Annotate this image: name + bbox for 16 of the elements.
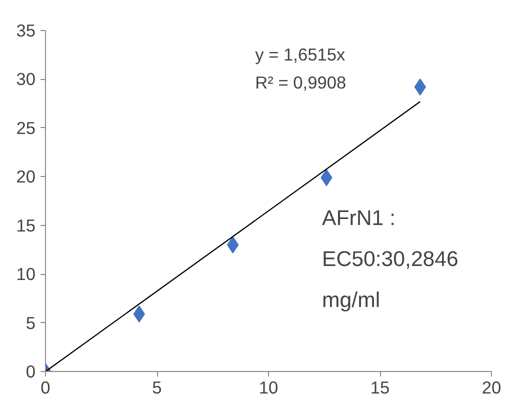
point bbox=[226, 236, 239, 254]
x-tick-label: 0 bbox=[40, 378, 50, 398]
y-tick-label: 10 bbox=[16, 264, 36, 284]
y-tick-label: 0 bbox=[26, 362, 36, 382]
y-tick-label: 5 bbox=[26, 312, 36, 333]
y-tick-label: 20 bbox=[16, 166, 36, 187]
y-tick-label: 35 bbox=[16, 20, 36, 40]
annotation: AFrN1 : EC50:30,2846 mg/ml bbox=[322, 206, 458, 312]
x-tick-label: 10 bbox=[258, 378, 278, 398]
x-tick-label: 5 bbox=[152, 378, 162, 398]
y-tick-label: 15 bbox=[16, 215, 36, 236]
annotation: y = 1,6515x R² = 0,9908 bbox=[255, 44, 346, 93]
y-tick-label: 25 bbox=[16, 118, 36, 138]
x-tick-label: 15 bbox=[370, 378, 390, 398]
y-tick-label: 30 bbox=[16, 69, 36, 90]
x-tick-label: 20 bbox=[482, 378, 502, 398]
